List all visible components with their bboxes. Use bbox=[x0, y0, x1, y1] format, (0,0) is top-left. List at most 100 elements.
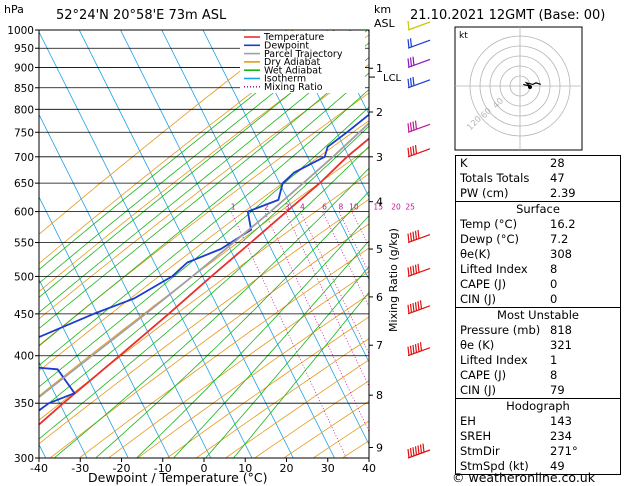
index-value: 0 bbox=[550, 277, 558, 291]
isotherm-line bbox=[161, 30, 369, 446]
index-row: PW (cm) 2.39 bbox=[456, 186, 620, 201]
wind-barb-feather bbox=[407, 448, 410, 459]
wet-adiabat-line bbox=[173, 240, 369, 458]
index-label: K bbox=[460, 156, 468, 170]
wind-barb bbox=[407, 56, 431, 69]
legend-label: Mixing Ratio bbox=[264, 82, 323, 93]
index-value: 8 bbox=[550, 262, 558, 276]
temperature-tick-label: 0 bbox=[201, 462, 208, 475]
pressure-tick-label: 750 bbox=[14, 127, 34, 139]
isotherm-line bbox=[78, 30, 294, 458]
legend-label: Dry Adiabat bbox=[264, 57, 321, 68]
wind-barb-feather bbox=[409, 303, 413, 314]
index-value: 8 bbox=[550, 368, 558, 382]
wet-adiabat-line bbox=[39, 30, 352, 284]
index-label: Dewp (°C) bbox=[460, 232, 520, 246]
index-label: EH bbox=[460, 414, 476, 428]
index-label: CIN (J) bbox=[460, 292, 497, 306]
dry-adiabat-line bbox=[39, 198, 369, 445]
index-row: θe (K) 321 bbox=[456, 338, 620, 353]
pressure-tick-label: 950 bbox=[14, 43, 34, 55]
pressure-unit-label: hPa bbox=[4, 3, 24, 16]
wind-barb-feather bbox=[414, 230, 418, 240]
wind-barb-feather bbox=[407, 39, 410, 49]
wind-barb-feather bbox=[409, 146, 413, 156]
index-label: SREH bbox=[460, 429, 492, 443]
wind-barb-feather bbox=[414, 302, 418, 312]
wind-barb-feather bbox=[407, 20, 410, 31]
wind-barb-feather bbox=[409, 77, 413, 87]
height-tick-label: 9 bbox=[376, 441, 383, 454]
isotherm-line bbox=[243, 30, 369, 281]
index-row: Temp (°C) 16.2 bbox=[456, 217, 620, 232]
wind-barb-feather bbox=[414, 446, 418, 456]
isotherm-line bbox=[39, 278, 129, 458]
index-value: 0 bbox=[550, 292, 558, 306]
index-value: 49 bbox=[550, 459, 565, 473]
index-row: Dewp (°C) 7.2 bbox=[456, 232, 620, 247]
wind-barb bbox=[407, 443, 431, 459]
dry-adiabat-line bbox=[137, 293, 369, 458]
wind-barb-feather bbox=[417, 301, 420, 311]
mixing-ratio-label: 20 bbox=[391, 203, 401, 212]
wind-barb bbox=[407, 20, 431, 31]
mixing-ratio-line bbox=[300, 211, 369, 355]
parcel-trajectory-line bbox=[39, 121, 369, 399]
wind-barb-feather bbox=[419, 342, 423, 352]
index-label: Totals Totals bbox=[460, 171, 530, 185]
legend-label: Wet Adiabat bbox=[264, 65, 322, 76]
wind-barb-feather bbox=[407, 233, 410, 243]
wind-barb-feather bbox=[407, 58, 410, 68]
wind-barb-feather bbox=[409, 122, 413, 132]
index-row: Lifted Index 1 bbox=[456, 353, 620, 368]
pressure-tick-label: 700 bbox=[14, 152, 34, 164]
wet-adiabat-line bbox=[205, 265, 369, 458]
mixing-ratio-label: 2 bbox=[264, 203, 269, 212]
wind-barb-feather bbox=[412, 56, 415, 66]
wind-barb-feather bbox=[414, 120, 418, 130]
index-row: Pressure (mb) 818 bbox=[456, 323, 620, 338]
pressure-tick-label: 550 bbox=[14, 238, 34, 250]
height-tick-label: 3 bbox=[376, 151, 383, 164]
most-unstable-title: Most Unstable bbox=[497, 308, 579, 322]
temperature-tick-label: 30 bbox=[321, 462, 335, 475]
height-tick-label: 2 bbox=[376, 106, 383, 119]
isotherm-line bbox=[285, 30, 369, 198]
index-value: 321 bbox=[550, 338, 572, 352]
wind-barb-feather bbox=[409, 38, 413, 48]
wind-barb-feather bbox=[412, 265, 415, 275]
background-lines bbox=[39, 30, 369, 458]
axes: 1 2 3 4 6 8 10 15 20 2530035040045050055060065070… bbox=[7, 25, 415, 475]
temperature-tick-label: -10 bbox=[154, 462, 172, 475]
wind-barb bbox=[407, 263, 431, 277]
dewpoint-line bbox=[39, 113, 369, 412]
isotherm-line bbox=[39, 31, 253, 458]
index-label: CAPE (J) bbox=[460, 368, 507, 382]
surface-title: Surface bbox=[516, 202, 560, 216]
wind-barb bbox=[407, 300, 431, 315]
index-label: Temp (°C) bbox=[460, 217, 518, 231]
index-row: CAPE (J) 0 bbox=[456, 277, 620, 292]
wind-barb-feather bbox=[407, 147, 410, 157]
wind-barb-feather bbox=[414, 343, 418, 354]
wind-barb-feather bbox=[412, 344, 415, 354]
index-label: PW (cm) bbox=[460, 186, 509, 200]
index-row: Lifted Index 8 bbox=[456, 262, 620, 277]
index-value: 271° bbox=[550, 444, 578, 458]
height-tick-label: 7 bbox=[376, 339, 383, 352]
wind-barb-feather bbox=[417, 229, 420, 239]
dry-adiabat-line bbox=[196, 338, 369, 458]
pressure-tick-label: 600 bbox=[14, 207, 34, 219]
index-label: Lifted Index bbox=[460, 262, 528, 276]
index-value: 2.39 bbox=[550, 186, 576, 200]
hodograph-title: Hodograph bbox=[506, 399, 570, 413]
wind-barb-feather bbox=[412, 121, 415, 131]
dry-adiabat-line bbox=[166, 316, 369, 458]
pressure-tick-label: 1000 bbox=[7, 25, 34, 37]
index-value: 28 bbox=[550, 156, 565, 170]
wind-barb bbox=[407, 120, 431, 133]
km-unit-label: km bbox=[374, 3, 392, 16]
wind-barb bbox=[407, 38, 431, 49]
temperature-line bbox=[39, 137, 369, 426]
